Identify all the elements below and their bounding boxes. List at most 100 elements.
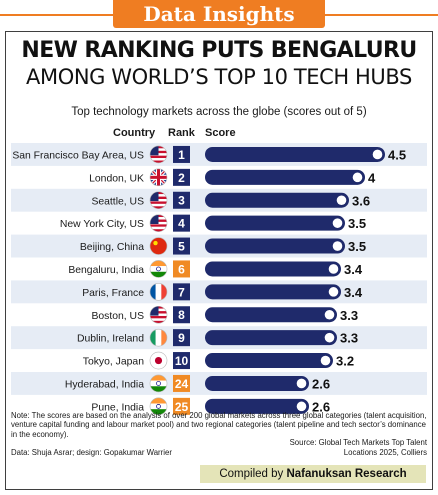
value-label: 3.5 xyxy=(348,216,366,231)
rank-label: 9 xyxy=(178,331,185,345)
bar xyxy=(205,284,341,300)
us-canton xyxy=(150,145,159,156)
france-blue xyxy=(150,283,156,301)
us-stripe xyxy=(150,201,167,204)
us-stripe xyxy=(150,318,167,321)
compiled-by-name: Nafanuksan Research xyxy=(286,468,407,480)
india-saffron xyxy=(150,374,167,381)
value-label: 3.4 xyxy=(344,285,363,300)
bar-end-dot xyxy=(324,332,335,343)
flag-outline xyxy=(149,305,168,324)
value-label: 3.6 xyxy=(352,193,370,208)
us-stripe xyxy=(150,155,167,159)
value-label: 3.2 xyxy=(336,354,354,369)
chart-row: Paris, France 7 3.4 xyxy=(11,280,427,304)
source-line-2: Locations 2025, Colliers xyxy=(343,447,427,457)
column-header-rank: Rank xyxy=(168,127,195,139)
us-stripe xyxy=(150,226,167,230)
france-red xyxy=(161,283,167,301)
uk-cross-red xyxy=(150,175,167,179)
us-stripe xyxy=(150,320,167,324)
value-label: 4 xyxy=(368,170,376,185)
rank-badge xyxy=(173,397,190,415)
rank-badge xyxy=(173,237,190,255)
category-label: New York City, US xyxy=(60,219,144,230)
rank-badge xyxy=(173,214,190,232)
headline-line-2: AMONG WORLD’S TOP 10 TECH HUBS xyxy=(26,65,412,89)
us-canton xyxy=(150,191,159,202)
chart-row: Beijing, China 5 3.5 xyxy=(11,234,427,258)
india-chakra xyxy=(156,381,161,386)
bar-end-dot xyxy=(320,355,331,366)
flag-outline xyxy=(149,374,168,393)
rank-badge xyxy=(173,168,190,186)
rank-badge xyxy=(173,260,190,278)
india-saffron xyxy=(150,397,167,404)
bar-end-dot xyxy=(328,287,339,297)
chart-row: Bengaluru, India 6 3.4 xyxy=(68,260,363,278)
bar xyxy=(205,353,333,369)
india-flag-icon xyxy=(150,374,167,392)
category-label: Boston, US xyxy=(91,311,144,322)
source-note: Source: Global Tech Markets Top Talent L… xyxy=(227,438,427,457)
india-green xyxy=(150,386,167,392)
category-label: Hyderabad, India xyxy=(65,379,144,390)
ireland-white xyxy=(155,329,162,347)
chart-row: New York City, US 4 3.5 xyxy=(60,214,366,232)
flag-outline xyxy=(149,168,168,187)
chart-row: Boston, US 8 3.3 xyxy=(91,305,358,324)
ireland-green xyxy=(150,329,156,347)
rank-label: 2 xyxy=(178,171,185,185)
chart-row: Tokyo, Japan 10 3.2 xyxy=(83,351,354,370)
bar-end-dot xyxy=(296,401,307,412)
bar xyxy=(205,169,365,185)
bar-end-dot xyxy=(352,172,363,183)
rank-label: 8 xyxy=(178,308,185,322)
category-label: London, UK xyxy=(89,173,144,184)
rank-label: 5 xyxy=(178,239,185,253)
bar xyxy=(205,261,341,277)
methodology-note: Note: The scores are based on the analys… xyxy=(11,411,427,439)
chart-row: London, UK 2 4 xyxy=(89,168,376,187)
us-flag-icon xyxy=(150,191,167,209)
us-stripe xyxy=(150,315,167,319)
flag-outline xyxy=(149,351,168,370)
japan-flag-icon xyxy=(150,352,167,370)
india-green xyxy=(150,271,167,278)
japan-disc xyxy=(154,356,163,365)
us-stripe xyxy=(150,160,167,163)
value-label: 3.3 xyxy=(340,331,358,346)
category-label: Dublin, Ireland xyxy=(77,334,144,345)
rank-label: 10 xyxy=(175,354,189,368)
rank-badge xyxy=(173,145,190,163)
uk-flag-icon xyxy=(150,168,167,186)
bar-end-dot xyxy=(372,149,383,160)
flag-outline xyxy=(149,328,168,347)
china-star xyxy=(153,240,158,246)
rank-label: 6 xyxy=(178,262,185,276)
bar xyxy=(205,375,309,391)
value-label: 2.6 xyxy=(312,399,330,414)
bar-end-dot xyxy=(328,264,339,274)
india-white xyxy=(150,266,167,272)
category-label: Tokyo, Japan xyxy=(83,357,144,368)
ireland-flag-icon xyxy=(150,329,167,347)
rank-label: 3 xyxy=(178,194,185,208)
bar xyxy=(205,307,337,323)
column-header-score: Score xyxy=(205,127,236,139)
rank-label: 25 xyxy=(175,400,189,414)
rank-badge xyxy=(173,306,190,324)
rank-label: 4 xyxy=(178,217,185,231)
value-label: 2.6 xyxy=(312,376,330,391)
flag-outline xyxy=(149,260,168,278)
us-flag-icon xyxy=(150,145,167,163)
china-flag-icon xyxy=(150,237,167,255)
rank-badge xyxy=(173,191,190,209)
category-label: Paris, France xyxy=(82,288,144,299)
chart-row: Seattle, US 3 3.6 xyxy=(11,188,427,212)
category-label: Beijing, China xyxy=(80,242,144,253)
rank-badge xyxy=(173,352,190,370)
chart-row: Hyderabad, India 24 2.6 xyxy=(11,372,427,395)
credit-line: Data: Shuja Asrar; design: Gopakumar War… xyxy=(11,448,172,457)
